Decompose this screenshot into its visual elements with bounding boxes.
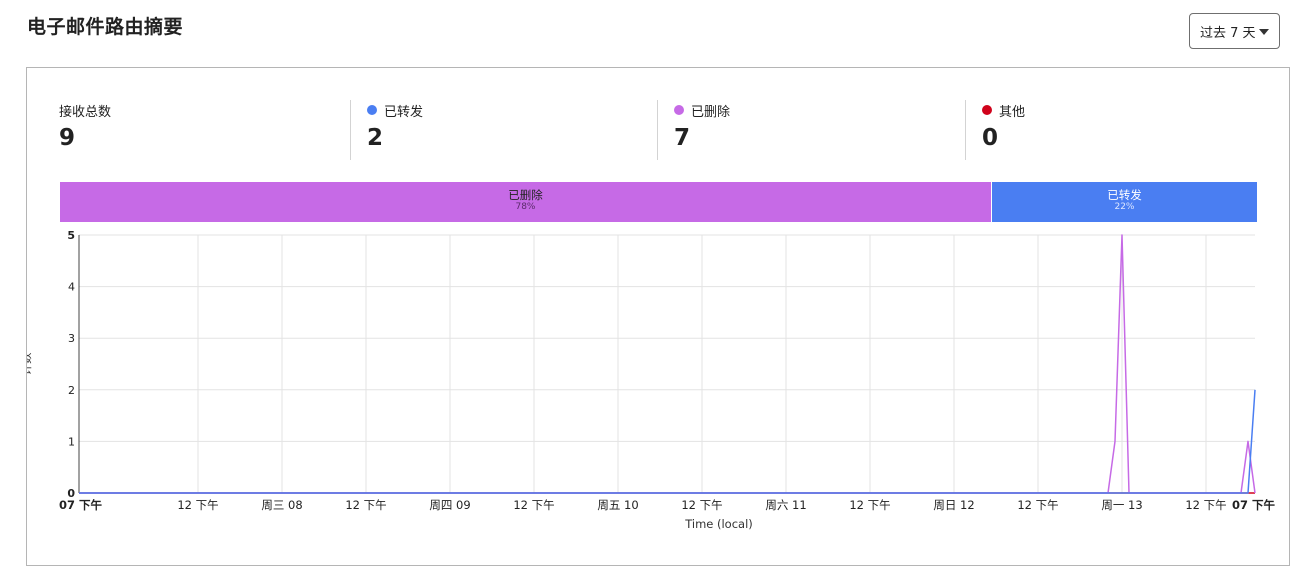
x-tick-label: 12 下午 [1185,498,1226,512]
y-axis-label: 计数 [27,352,33,375]
breakdown-bar-forwarded[interactable]: 已转发 22% [991,182,1257,222]
y-tick-label: 1 [68,435,75,448]
stat-divider [657,100,658,160]
stat-divider [350,100,351,160]
stat-forwarded: 已转发 2 [367,100,423,160]
x-axis-label: Time (local) [684,517,753,531]
y-tick-label: 2 [68,384,75,397]
stat-total-label: 接收总数 [59,104,112,120]
x-tick-label: 周四 09 [429,498,470,512]
stat-forwarded-value: 2 [367,125,384,151]
y-tick-label: 0 [67,487,75,500]
series-line-已删除 [79,234,1256,494]
other-dot-icon [982,105,992,115]
line-chart: 0 1 2 3 4 5 07 下午 12 下午 周三 08 12 下午 周四 09 12 下午 周五 1… [27,229,1276,531]
y-tick-label: 5 [67,229,75,242]
x-tick-label: 周一 13 [1101,498,1142,512]
x-tick-label: 12 下午 [1017,498,1058,512]
y-tick-label: 3 [68,332,75,345]
stat-divider [965,100,966,160]
breakdown-bar-deleted[interactable]: 已删除 78% [60,182,991,222]
x-tick-label: 周日 12 [933,498,974,512]
stat-total-value: 9 [59,125,76,151]
forwarded-dot-icon [367,105,377,115]
summary-card: 接收总数 9 已转发 2 已删除 7 其他 0 已删除 78% 已转发 22% … [26,67,1290,566]
x-tick-label: 07 下午 [1232,498,1276,512]
x-tick-label: 周五 10 [597,498,638,512]
caret-down-icon [1259,29,1269,35]
deleted-dot-icon [674,105,684,115]
time-range-value: 过去 7 天 [1200,25,1256,41]
x-tick-label: 12 下午 [849,498,890,512]
breakdown-forwarded-pct: 22% [1114,202,1135,212]
x-tick-label: 周六 11 [765,498,806,512]
breakdown-deleted-pct: 78% [515,202,536,212]
stat-forwarded-label: 已转发 [384,104,424,120]
breakdown-forwarded-label: 已转发 [1107,188,1142,202]
x-tick-label: 12 下午 [345,498,386,512]
stat-deleted: 已删除 7 [674,100,730,160]
page-title: 电子邮件路由摘要 [27,16,184,38]
x-tick-label: 12 下午 [681,498,722,512]
x-tick-label: 12 下午 [177,498,218,512]
stat-total: 接收总数 9 [59,100,111,160]
stat-deleted-label: 已删除 [691,104,731,120]
x-tick-label: 07 下午 [59,498,103,512]
y-tick-label: 4 [68,281,75,294]
breakdown-deleted-label: 已删除 [508,188,543,202]
stat-other: 其他 0 [982,100,1025,160]
x-tick-label: 周三 08 [261,498,302,512]
stat-other-value: 0 [982,125,999,151]
stat-other-label: 其他 [999,104,1026,120]
stat-deleted-value: 7 [674,125,691,151]
time-range-select[interactable]: 过去 7 天 [1189,13,1280,49]
x-tick-label: 12 下午 [513,498,554,512]
series-line-已转发 [79,389,1256,494]
